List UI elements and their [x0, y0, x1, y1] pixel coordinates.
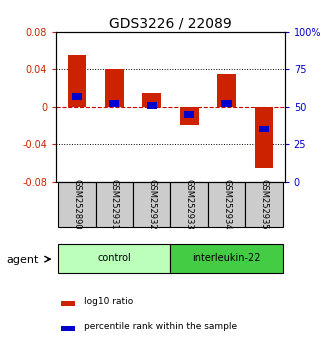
Text: percentile rank within the sample: percentile rank within the sample: [84, 322, 237, 331]
Bar: [68, 55, 86, 107]
Bar: [208, 182, 245, 227]
Text: GSM252932: GSM252932: [147, 179, 156, 229]
Text: GSM252890: GSM252890: [72, 179, 81, 229]
Bar: [170, 244, 283, 273]
Text: GSM252934: GSM252934: [222, 179, 231, 229]
Bar: [170, 182, 208, 227]
Bar: [58, 244, 170, 273]
Bar: [109, 101, 119, 107]
Text: GSM252933: GSM252933: [185, 179, 194, 229]
Bar: [58, 182, 96, 227]
Title: GDS3226 / 22089: GDS3226 / 22089: [109, 17, 232, 31]
Text: log10 ratio: log10 ratio: [84, 297, 133, 306]
Bar: [72, 93, 82, 99]
Bar: [184, 111, 194, 118]
Bar: [255, 107, 273, 167]
Text: GSM252931: GSM252931: [110, 179, 119, 229]
Text: interleukin-22: interleukin-22: [192, 253, 261, 263]
Bar: [221, 101, 232, 107]
Bar: [142, 93, 161, 107]
Bar: [105, 69, 124, 107]
Bar: [61, 301, 74, 306]
Bar: [180, 107, 199, 125]
Bar: [259, 126, 269, 132]
Bar: [61, 326, 74, 331]
Text: GSM252935: GSM252935: [260, 179, 268, 229]
Bar: [217, 74, 236, 107]
Text: control: control: [97, 253, 131, 263]
Bar: [147, 102, 157, 109]
Bar: [96, 182, 133, 227]
Bar: [245, 182, 283, 227]
Text: agent: agent: [7, 255, 39, 265]
Bar: [133, 182, 170, 227]
